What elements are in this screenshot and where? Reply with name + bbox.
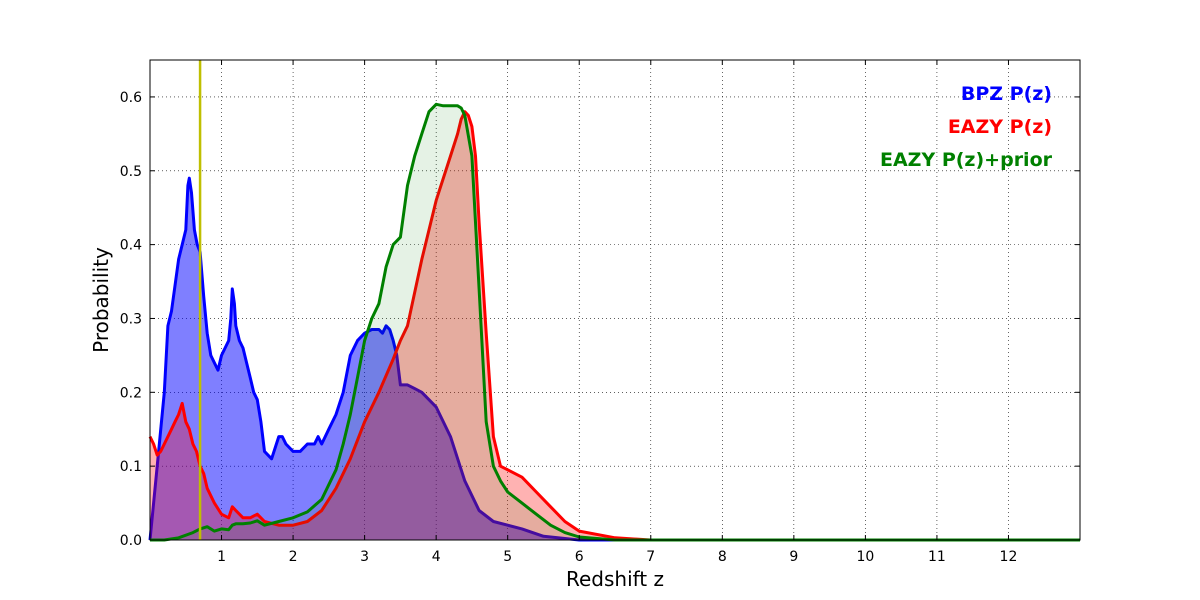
y-tick-label: 0.3: [120, 311, 142, 327]
tick-labels: 1 2 3 4 5 6 7 8 9 10 11 120.00.10.20.30.40.50.6: [120, 90, 1018, 565]
series-area-eazy-p-z-prior: [150, 104, 1080, 541]
x-tick-label: 7: [646, 549, 655, 565]
x-tick-label: 3: [360, 549, 369, 565]
x-tick-label: 10: [856, 549, 874, 565]
series-line-eazy-p-z: [148, 110, 1080, 542]
y-tick-label: 0.2: [120, 385, 142, 401]
series-area-eazy-p-z: [150, 111, 1080, 540]
y-tick-label: 0.4: [120, 238, 142, 254]
series-line-bpz-p-z: [148, 176, 1080, 542]
x-tick-label: 11: [928, 549, 946, 565]
x-axis-label: Redshift z: [566, 567, 664, 591]
x-tick-label: 5: [503, 549, 512, 565]
x-tick-label: 12: [1000, 549, 1018, 565]
grid: [150, 60, 1080, 540]
ticks: [150, 60, 1080, 541]
legend: BPZ P(z) EAZY P(z) EAZY P(z)+prior: [880, 83, 1053, 171]
y-tick-label: 0.5: [120, 164, 142, 180]
x-tick-label: 2: [289, 549, 298, 565]
x-tick-label: 8: [718, 549, 727, 565]
x-tick-label: 1: [217, 549, 226, 565]
series-line-eazy-p-z-prior: [150, 102, 1080, 542]
y-tick-label: 0.1: [120, 459, 142, 475]
x-tick-label: 9: [789, 549, 798, 565]
series-area-bpz-p-z: [150, 178, 1080, 540]
legend-entry-bpz-p-z: BPZ P(z): [961, 83, 1052, 105]
plot-frame: [149, 59, 1081, 541]
x-tick-label: 4: [432, 549, 441, 565]
x-tick-label: 6: [575, 549, 584, 565]
legend-entry-eazy-p-z-prior: EAZY P(z)+prior: [880, 149, 1053, 171]
y-tick-label: 0.0: [120, 533, 142, 549]
legend-entry-eazy-p-z: EAZY P(z): [948, 116, 1052, 138]
series-layer: [148, 102, 1080, 542]
y-axis-label: Probability: [89, 247, 113, 353]
y-tick-label: 0.6: [120, 90, 142, 106]
